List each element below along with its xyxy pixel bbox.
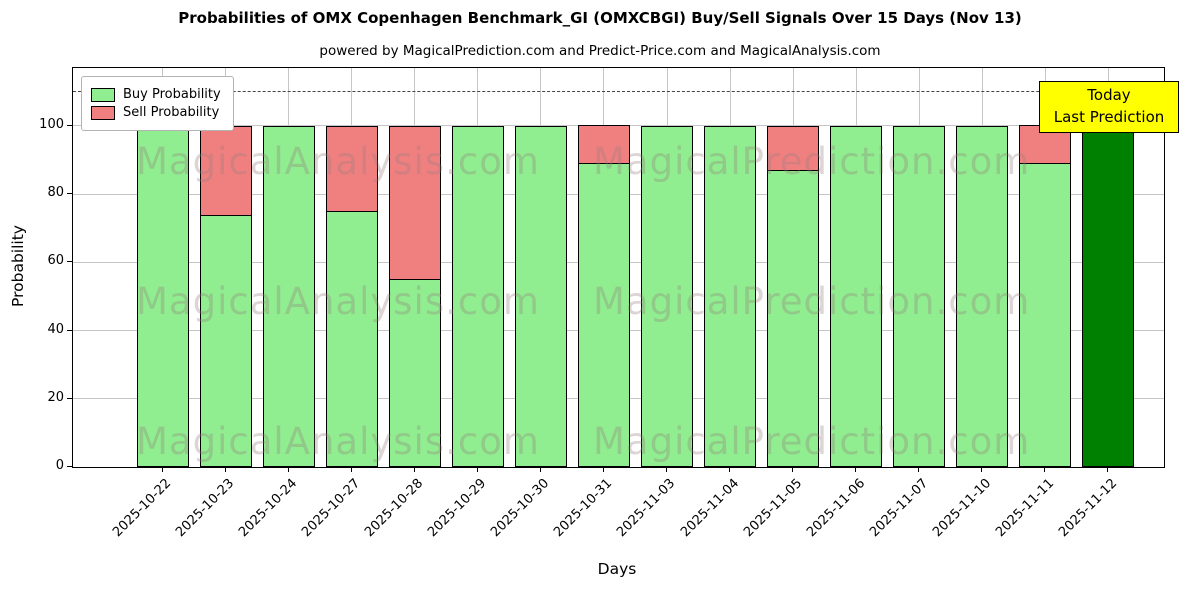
today-annotation-line1: Today <box>1087 86 1131 104</box>
x-tick-label: 2025-11-11 <box>992 476 1058 541</box>
sell-probability-swatch <box>91 105 115 120</box>
bar-buy-segment <box>704 126 757 467</box>
x-tick-label: 2025-10-29 <box>425 476 490 541</box>
x-tick-label: 2025-10-28 <box>362 476 427 541</box>
today-annotation-line2: Last Prediction <box>1053 107 1165 126</box>
x-tick-mark <box>539 467 541 472</box>
bar-buy-segment <box>767 170 820 467</box>
bar-sell-segment <box>577 125 630 164</box>
chart-title: Probabilities of OMX Copenhagen Benchmar… <box>178 9 1022 27</box>
bar-buy-segment <box>136 126 189 467</box>
x-tick-mark <box>855 467 857 472</box>
x-tick-label: 2025-10-22 <box>110 476 175 541</box>
buy-probability-swatch <box>91 87 115 102</box>
y-tick-mark <box>67 261 72 263</box>
x-tick-label: 2025-10-30 <box>488 476 553 541</box>
x-tick-label: 2025-11-12 <box>1056 476 1121 541</box>
bar-sell-segment <box>767 126 820 171</box>
x-tick-mark <box>287 467 289 472</box>
x-tick-mark <box>224 467 226 472</box>
bar-sell-segment <box>388 126 441 280</box>
x-tick-mark <box>918 467 920 472</box>
bar-buy-segment <box>893 126 946 467</box>
x-tick-label: 2025-11-03 <box>614 476 679 541</box>
x-tick-mark <box>729 467 731 472</box>
x-tick-mark <box>476 467 478 472</box>
x-tick-label: 2025-10-27 <box>299 476 364 541</box>
x-tick-mark <box>161 467 163 472</box>
x-tick-label: 2025-10-23 <box>173 476 238 541</box>
x-tick-mark <box>1044 467 1046 472</box>
legend: Buy Probability Sell Probability <box>81 76 234 131</box>
x-axis-label: Days <box>597 560 637 578</box>
bar-buy-segment <box>262 126 315 467</box>
x-tick-label: 2025-11-07 <box>866 476 931 541</box>
x-tick-label: 2025-11-05 <box>740 476 805 541</box>
y-tick-label: 20 <box>47 389 64 405</box>
legend-label-sell: Sell Probability <box>123 105 220 120</box>
y-axis-label: Probability <box>9 225 27 307</box>
bar-buy-segment <box>577 163 630 467</box>
x-tick-mark <box>1107 467 1109 472</box>
y-tick-mark <box>67 466 72 467</box>
y-tick-mark <box>67 397 72 399</box>
bar-buy-segment <box>1019 163 1072 467</box>
y-tick-mark <box>67 193 72 195</box>
bar-buy-segment-today <box>1082 126 1135 467</box>
y-tick-label: 0 <box>55 458 64 473</box>
bar-buy-segment <box>830 126 883 467</box>
bar-buy-segment <box>514 126 567 467</box>
x-tick-mark <box>602 467 604 472</box>
bar-sell-segment <box>199 126 252 216</box>
x-tick-label: 2025-10-24 <box>236 476 301 541</box>
bar-sell-segment <box>325 126 378 212</box>
x-tick-mark <box>981 467 983 472</box>
reference-dashed-line <box>73 90 1164 92</box>
y-tick-label: 100 <box>39 116 64 132</box>
bar-buy-segment <box>956 126 1009 467</box>
y-tick-label: 80 <box>47 185 64 201</box>
legend-label-buy: Buy Probability <box>123 87 221 102</box>
chart-subtitle: powered by MagicalPrediction.com and Pre… <box>319 43 881 59</box>
x-tick-label: 2025-11-06 <box>803 476 868 541</box>
x-tick-label: 2025-11-10 <box>929 476 994 541</box>
plot-area: MagicalAnalysis.com MagicalAnalysis.com Ma… <box>72 67 1179 468</box>
y-tick-mark <box>67 329 72 331</box>
y-tick-label: 40 <box>47 321 64 337</box>
x-tick-label: 2025-11-04 <box>677 476 742 541</box>
x-tick-mark <box>350 467 352 472</box>
bar-buy-segment <box>388 279 441 467</box>
legend-item-buy: Buy Probability <box>91 87 221 102</box>
y-tick-label: 60 <box>47 253 64 269</box>
bar-buy-segment <box>325 211 378 467</box>
x-tick-mark <box>792 467 794 472</box>
today-annotation: Today Last Prediction <box>1039 81 1179 133</box>
x-tick-mark <box>413 467 415 472</box>
legend-item-sell: Sell Probability <box>91 105 221 120</box>
y-tick-mark <box>67 124 72 126</box>
bar-buy-segment <box>641 126 694 467</box>
bar-buy-segment <box>451 126 504 467</box>
bar-buy-segment <box>199 215 252 467</box>
x-tick-label: 2025-10-31 <box>551 476 616 541</box>
x-tick-mark <box>666 467 668 472</box>
